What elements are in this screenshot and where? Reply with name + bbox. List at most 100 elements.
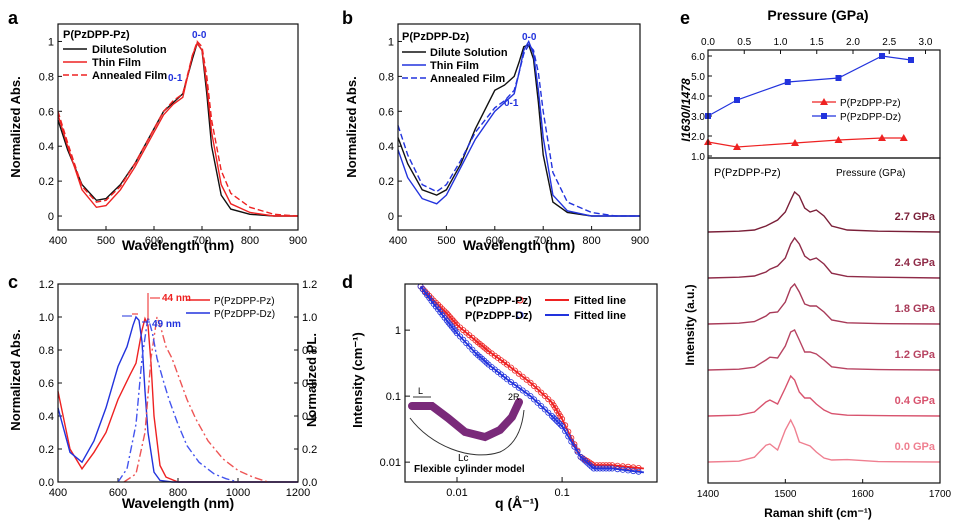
e-top-marker-triangle (878, 134, 886, 141)
c-ytick-label: 0.2 (39, 444, 54, 456)
panel-d: d Intensity (cm⁻¹) q (Å⁻¹) 0.01 0.10.010.… (342, 272, 658, 511)
b-ytick-label: 0.2 (379, 176, 394, 188)
c-ytick-label: 1.0 (39, 312, 54, 324)
legend-d-label-3: P(PzDPP-Dz) (465, 310, 533, 322)
legend-d-label-1: P(PzDPP-Pz) (465, 295, 532, 307)
panel-b-ylabel: Normalized Abs. (344, 76, 359, 177)
e-top-ytick-label: 6.0 (691, 52, 705, 63)
panel-a-title: P(PzDPP-Pz) (63, 29, 130, 41)
a-series-line (57, 41, 298, 217)
cylinder-chain (408, 398, 523, 442)
legend-b-label-1: Dilute Solution (430, 47, 508, 59)
e-top-marker-triangle (791, 139, 799, 146)
a-xtick-label: 600 (145, 235, 163, 247)
panel-e-bottom-title: P(PzDPP-Pz) (714, 167, 781, 179)
c-series-line (57, 315, 298, 483)
legend-b-label-3: Annealed Film (430, 73, 505, 85)
e-top-series-line (707, 137, 904, 148)
d-data-point (568, 438, 575, 445)
c-ytick-label-right: 0.6 (302, 378, 317, 390)
legend-d-label-4: Fitted line (574, 310, 626, 322)
c-ytick-label: 0.8 (39, 345, 54, 357)
d-data-point (453, 330, 460, 337)
e-top-xtick-label: 1.0 (774, 37, 788, 48)
legend-a-label-3: Annealed Film (92, 70, 167, 82)
d-data-point (511, 381, 518, 388)
panel-c-annot-blue: 49 nm (152, 319, 181, 330)
d-data-point (534, 399, 541, 406)
d-data-point (452, 319, 459, 326)
a-xtick-label: 900 (289, 235, 307, 247)
panel-letter-b: b (342, 8, 353, 28)
d-data-point (519, 387, 526, 394)
legend-c-label-2: P(PzDPP-Dz) (214, 309, 275, 320)
a-xtick-label: 400 (49, 235, 67, 247)
e-top-marker-square (879, 53, 885, 59)
a-series-line (57, 40, 299, 217)
panel-a-annot-01: 0-1 (168, 73, 183, 84)
panel-e-bottom-frame (707, 157, 941, 484)
d-data-point (555, 419, 562, 426)
c-ytick-label: 1.2 (39, 279, 54, 291)
d-data-point (523, 390, 530, 397)
e-top-xtick-label: 3.0 (919, 37, 933, 48)
b-series-line (397, 43, 640, 217)
legend-b-label-2: Thin Film (430, 60, 479, 72)
panel-letter-c: c (8, 272, 18, 292)
c-ytick-label: 0.4 (39, 411, 54, 423)
c-xtick-label: 1200 (286, 487, 310, 499)
panel-b-frame (397, 23, 641, 231)
b-xtick-label: 600 (486, 235, 504, 247)
panel-a-ylabel: Normalized Abs. (8, 76, 23, 177)
e-top-marker-square (784, 79, 791, 85)
d-data-point (545, 409, 552, 416)
legend-c-label-1: P(PzDPP-Pz) (214, 296, 275, 307)
e-top-xtick-label: 0.5 (737, 37, 751, 48)
d-xtick-label: 0.1 (554, 487, 569, 499)
e-top-series-line (707, 55, 912, 117)
panel-a-frame (57, 23, 299, 231)
d-fitted-line (419, 285, 645, 474)
panel-c-ylabel-right: Normalized PL. (304, 333, 319, 427)
c-xtick-label: 400 (49, 487, 67, 499)
a-ytick-label: 0.6 (39, 106, 54, 118)
e-bot-xtick-label: 1700 (929, 489, 952, 500)
e-raman-trace (707, 190, 941, 233)
e-top-marker-triangle (899, 134, 908, 141)
c-xtick-label: 600 (109, 487, 127, 499)
panel-c-lines (57, 315, 298, 483)
e-raman-pressure-label: 2.7 GPa (895, 211, 936, 223)
panel-letter-d: d (342, 272, 353, 292)
e-raman-pressure-label: 0.0 GPa (895, 441, 936, 453)
b-xtick-label: 500 (437, 235, 455, 247)
panel-c-ylabel-left: Normalized Abs. (8, 329, 23, 430)
b-ytick-label: 0.6 (379, 106, 394, 118)
d-data-point (562, 428, 569, 435)
c-ytick-label-right: 0.2 (302, 444, 317, 456)
c-ytick-label: 0.6 (39, 378, 54, 390)
panel-a-annot-00: 0-0 (192, 30, 207, 41)
panel-b-annot-00: 0-0 (522, 32, 537, 43)
panel-letter-e: e (680, 8, 690, 28)
e-top-marker-square (908, 57, 914, 63)
e-raman-trace (707, 282, 941, 325)
legend-e-label-2: P(PzDPP-Dz) (840, 112, 901, 123)
e-raman-trace (707, 236, 941, 279)
panel-b-title: P(PzDPP-Dz) (402, 31, 470, 43)
a-xtick-label: 700 (193, 235, 211, 247)
b-ytick-label: 0 (388, 211, 394, 223)
d-data-point (559, 415, 566, 422)
inset-label: Flexible cylinder model (414, 464, 525, 475)
panel-d-lines (417, 283, 645, 475)
a-xtick-label: 800 (241, 235, 259, 247)
panel-a-xlabel: Wavelength (nm) (122, 237, 234, 253)
e-raman-pressure-label: 1.8 GPa (895, 303, 936, 315)
panel-a: a Normalized Abs. Wavelength (nm) P(PzDP… (8, 8, 307, 253)
e-top-xtick-label: 0.0 (701, 37, 715, 48)
e-top-ytick-label: 4.0 (691, 92, 705, 103)
panel-a-lines (57, 40, 299, 217)
e-raman-pressure-label: 2.4 GPa (895, 257, 936, 269)
panel-c-xlabel: Wavelength (nm) (122, 495, 234, 511)
c-series-line (117, 316, 239, 483)
